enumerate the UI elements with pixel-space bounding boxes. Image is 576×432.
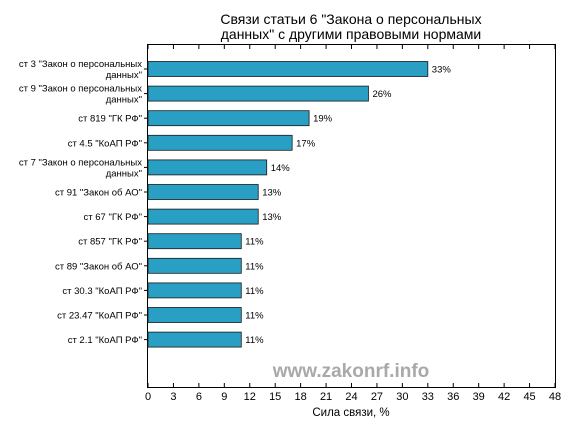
watermark-text: www.zakonrf.info bbox=[272, 361, 430, 382]
data-label-1: 33% bbox=[432, 65, 452, 76]
bar-12 bbox=[147, 331, 242, 348]
category-label-5-line-2: данных" bbox=[106, 168, 142, 179]
x-tick-label-16: 48 bbox=[549, 391, 561, 403]
category-label-2-line-2: данных" bbox=[106, 95, 142, 106]
x-tick-label-13: 39 bbox=[473, 391, 485, 403]
x-tick-label-7: 21 bbox=[320, 391, 332, 403]
bar-10 bbox=[147, 282, 242, 299]
bar-1 bbox=[147, 61, 429, 77]
data-label-3: 19% bbox=[313, 114, 333, 125]
category-label-2-line-1: ст 9 "Закон о персональных bbox=[19, 84, 142, 95]
data-label-6: 13% bbox=[262, 188, 282, 199]
x-tick-label-15: 45 bbox=[523, 391, 535, 403]
chart-title-line-2: данных" с другими правовыми нормами bbox=[221, 26, 482, 42]
category-label-9: ст 89 "Закон об АО" bbox=[55, 261, 142, 272]
x-tick-label-2: 6 bbox=[196, 391, 202, 403]
data-label-2: 26% bbox=[372, 89, 392, 100]
x-tick-label-6: 18 bbox=[295, 391, 307, 403]
bar-9 bbox=[147, 257, 242, 274]
data-label-11: 11% bbox=[245, 311, 264, 322]
data-label-9: 11% bbox=[245, 261, 264, 272]
x-axis-ticks: 0 3 6 9 12 15 18 21 24 27 30 33 36 39 42 45 48 bbox=[145, 45, 561, 403]
category-label-1-line-2: данных" bbox=[106, 70, 142, 81]
bar-8 bbox=[147, 233, 242, 250]
category-label-5-line-1: ст 7 "Закон о персональных bbox=[19, 157, 142, 168]
x-axis-title: Сила связи, % bbox=[312, 407, 389, 419]
bar-6 bbox=[147, 184, 259, 200]
data-label-5: 14% bbox=[271, 163, 291, 174]
data-label-7: 13% bbox=[262, 212, 282, 223]
category-label-12: ст 2.1 "КоАП РФ" bbox=[68, 335, 142, 346]
category-label-10: ст 30.3 "КоАП РФ" bbox=[62, 286, 142, 297]
x-tick-label-1: 3 bbox=[170, 391, 176, 403]
category-label-3: ст 819 "ГК РФ" bbox=[78, 114, 142, 125]
x-tick-label-11: 33 bbox=[422, 391, 434, 403]
x-tick-label-12: 36 bbox=[447, 391, 459, 403]
x-tick-label-8: 24 bbox=[345, 391, 357, 403]
x-tick-label-10: 30 bbox=[396, 391, 408, 403]
bar-4 bbox=[147, 134, 293, 151]
bar-5 bbox=[147, 159, 268, 176]
category-label-4: ст 4.5 "КоАП РФ" bbox=[68, 138, 142, 149]
category-label-8: ст 857 "ГК РФ" bbox=[78, 237, 142, 248]
plot-area-frame bbox=[147, 44, 556, 388]
bar-3 bbox=[147, 110, 310, 127]
x-tick-label-4: 12 bbox=[244, 391, 256, 403]
category-label-1-line-1: ст 3 "Закон о персональных bbox=[19, 59, 142, 70]
category-label-7: ст 67 "ГК РФ" bbox=[84, 212, 142, 223]
chart-title-line-1: Связи статьи 6 "Закона о персональных bbox=[220, 11, 481, 27]
chart-title: Связи статьи 6 "Закона о персональных да… bbox=[220, 11, 481, 42]
data-label-10: 11% bbox=[245, 286, 264, 297]
x-tick-label-14: 42 bbox=[498, 391, 510, 403]
bars: 33%ст 3 "Закон о персональныхданных"26%с… bbox=[19, 59, 452, 348]
x-tick-label-3: 9 bbox=[221, 391, 227, 403]
category-label-11: ст 23.47 "КоАП РФ" bbox=[57, 311, 142, 322]
bar-7 bbox=[147, 208, 259, 225]
bar-2 bbox=[147, 85, 369, 102]
data-label-8: 11% bbox=[245, 237, 264, 248]
x-tick-label-9: 27 bbox=[371, 391, 383, 403]
category-label-6: ст 91 "Закон об АО" bbox=[55, 188, 142, 199]
data-label-12: 11% bbox=[245, 335, 264, 346]
bar-11 bbox=[147, 307, 242, 323]
x-tick-label-0: 0 bbox=[145, 391, 151, 403]
data-label-4: 17% bbox=[296, 138, 316, 149]
x-tick-label-5: 15 bbox=[269, 391, 281, 403]
